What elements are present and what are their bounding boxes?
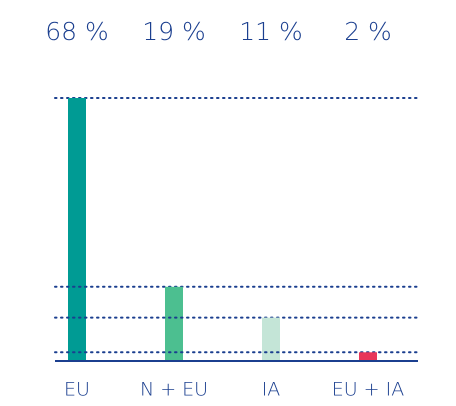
value-label: 68 % <box>45 17 109 46</box>
x-tick-label: N + EU <box>140 379 208 401</box>
x-tick-label: EU <box>64 379 90 401</box>
value-label: 11 % <box>239 17 303 46</box>
x-tick-label: IA <box>262 379 281 401</box>
bar <box>68 98 86 360</box>
x-tick-label: EU + IA <box>332 379 405 401</box>
value-label: 2 % <box>344 17 392 46</box>
bar <box>262 317 280 360</box>
bar <box>165 286 183 360</box>
bar <box>359 352 377 360</box>
value-label: 19 % <box>142 17 206 46</box>
